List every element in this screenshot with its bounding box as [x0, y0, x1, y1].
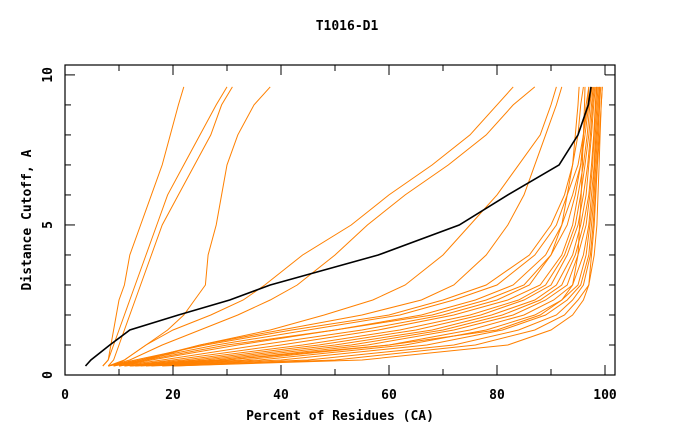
x-tick-label: 20 [165, 388, 181, 403]
model-series-line-19 [145, 86, 600, 367]
x-tick-label: 0 [61, 388, 69, 403]
model-series-line-6 [108, 86, 536, 367]
x-tick-label: 60 [381, 388, 397, 403]
model-series-line-12 [124, 86, 593, 367]
tick-layer: 0 20 40 60 80 100 0 5 10 [41, 65, 617, 403]
series-layer [84, 86, 603, 367]
y-tick-label: 0 [41, 371, 56, 379]
model-series-line-16 [135, 86, 597, 367]
x-tick-label: 80 [489, 388, 505, 403]
model-series-line-26 [108, 86, 584, 367]
model-series-line-11 [118, 86, 592, 367]
model-series-line-21 [162, 86, 602, 367]
model-series-line-1 [102, 86, 185, 367]
model-series-line-15 [129, 86, 596, 367]
model-series-line-4 [113, 86, 271, 367]
chart-title: T1016-D1 [316, 19, 379, 34]
y-tick-label: 10 [41, 67, 56, 83]
plot-frame [64, 64, 616, 376]
model-series-line-17 [135, 86, 598, 367]
model-series-line-14 [129, 86, 595, 367]
model-series-line-23 [129, 86, 586, 367]
x-axis-label: Percent of Residues (CA) [246, 409, 434, 424]
reference-series-line [84, 86, 592, 367]
y-axis-label: Distance Cutoff, A [20, 149, 35, 290]
model-series-line-25 [172, 86, 603, 367]
model-series-line-3 [107, 86, 233, 367]
model-series-line-22 [172, 86, 603, 367]
x-tick-label: 40 [273, 388, 289, 403]
model-series-line-8 [108, 86, 563, 367]
x-tick-label: 100 [593, 388, 617, 403]
model-series-line-20 [151, 86, 601, 367]
model-series-line-2 [102, 86, 228, 367]
model-series-line-5 [108, 86, 514, 367]
y-tick-label: 5 [41, 221, 56, 229]
model-series-line-9 [113, 86, 590, 367]
model-series-line-18 [140, 86, 599, 367]
model-series-line-13 [124, 86, 594, 367]
